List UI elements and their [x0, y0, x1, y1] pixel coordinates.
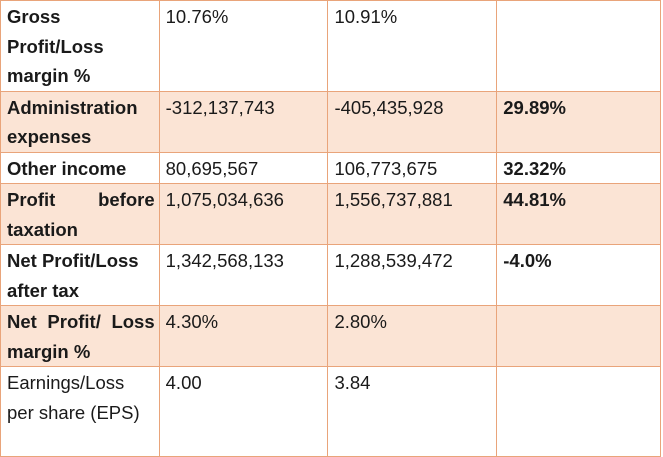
change-percent: 32.32% — [496, 151, 661, 184]
current-year-value: 1,342,568,133 — [158, 244, 329, 306]
change-percent — [496, 366, 661, 457]
previous-year-value: 10.91% — [327, 0, 498, 92]
table-row: Earnings/Loss per share (EPS) 4.00 3.84 — [0, 366, 661, 457]
table-row: Administration expenses -312,137,743 -40… — [0, 90, 661, 153]
table-row: Profit before taxation 1,075,034,636 1,5… — [0, 183, 661, 245]
row-label-cell: Gross Profit/Loss margin % — [0, 0, 160, 92]
row-label-cell: Earnings/Loss per share (EPS) — [0, 366, 160, 457]
change-percent: 29.89% — [496, 90, 661, 153]
previous-year-value: 3.84 — [327, 366, 498, 457]
row-label-cell: Other income — [0, 151, 160, 184]
current-year-value: 10.76% — [158, 0, 329, 92]
row-label-cell: Administration expenses — [0, 90, 160, 153]
previous-year-value: 1,556,737,881 — [327, 183, 498, 245]
current-year-value: 1,075,034,636 — [158, 183, 329, 245]
previous-year-value: 2.80% — [327, 305, 498, 367]
table-row: Net Profit/ Loss margin % 4.30% 2.80% — [0, 305, 661, 367]
change-percent: -4.0% — [496, 244, 661, 306]
previous-year-value: -405,435,928 — [327, 90, 498, 153]
current-year-value: 4.00 — [158, 366, 329, 457]
previous-year-value: 106,773,675 — [327, 151, 498, 184]
table-row: Gross Profit/Loss margin % 10.76% 10.91% — [0, 0, 661, 92]
row-label-cell: Profit before taxation — [0, 183, 160, 245]
change-percent — [496, 0, 661, 92]
row-label-cell: Net Profit/Loss after tax — [0, 244, 160, 306]
change-percent — [496, 305, 661, 367]
table-row: Net Profit/Loss after tax 1,342,568,133 … — [0, 244, 661, 306]
current-year-value: 80,695,567 — [158, 151, 329, 184]
previous-year-value: 1,288,539,472 — [327, 244, 498, 306]
row-label-cell: Net Profit/ Loss margin % — [0, 305, 160, 367]
table-row: Other income 80,695,567 106,773,675 32.3… — [0, 151, 661, 184]
current-year-value: 4.30% — [158, 305, 329, 367]
change-percent: 44.81% — [496, 183, 661, 245]
current-year-value: -312,137,743 — [158, 90, 329, 153]
